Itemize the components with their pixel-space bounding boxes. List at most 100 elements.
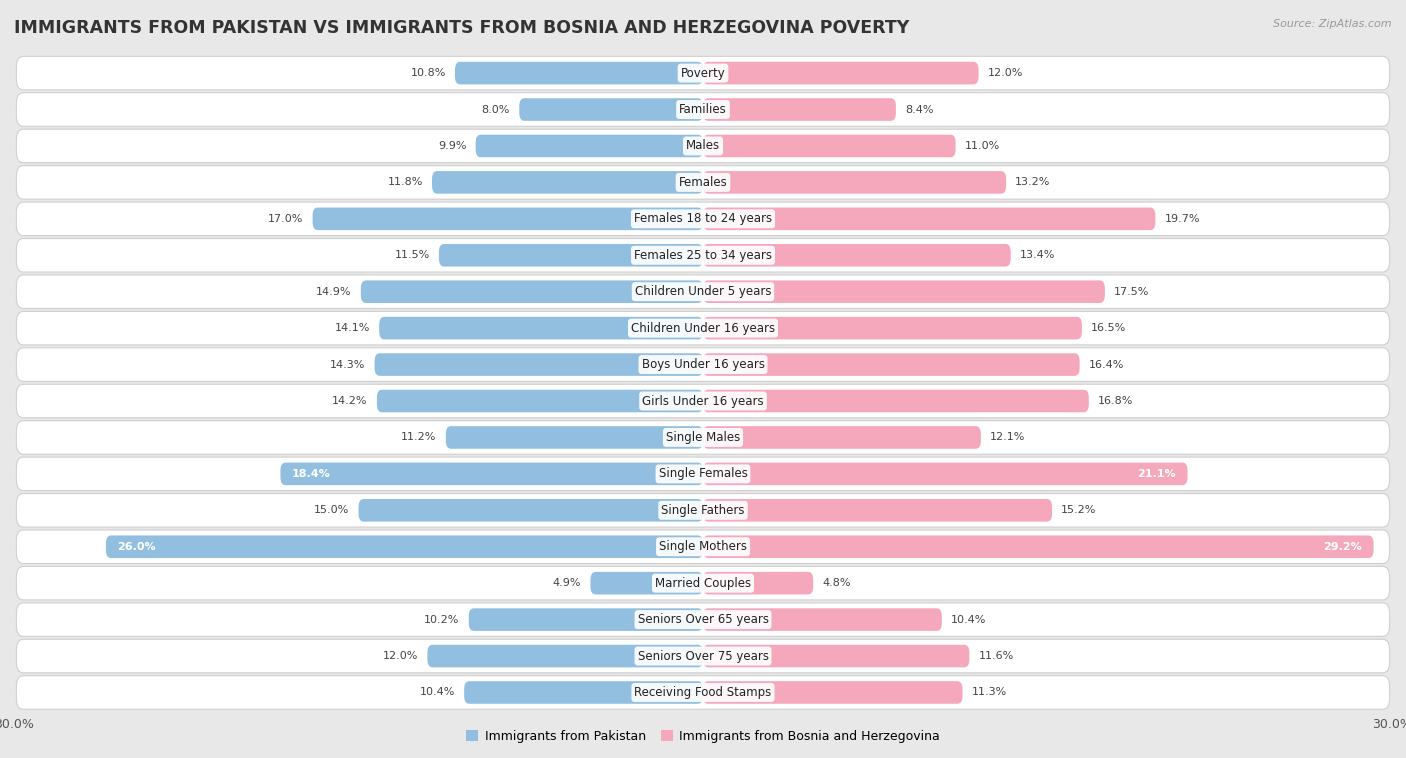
FancyBboxPatch shape	[361, 280, 703, 303]
FancyBboxPatch shape	[17, 603, 1389, 637]
Text: 11.0%: 11.0%	[965, 141, 1000, 151]
Text: Source: ZipAtlas.com: Source: ZipAtlas.com	[1274, 19, 1392, 29]
Text: 8.4%: 8.4%	[905, 105, 934, 114]
FancyBboxPatch shape	[374, 353, 703, 376]
Text: 17.0%: 17.0%	[269, 214, 304, 224]
FancyBboxPatch shape	[312, 208, 703, 230]
FancyBboxPatch shape	[475, 135, 703, 157]
Text: 15.2%: 15.2%	[1062, 506, 1097, 515]
Text: Single Females: Single Females	[658, 468, 748, 481]
Text: 12.0%: 12.0%	[988, 68, 1024, 78]
Text: 26.0%: 26.0%	[117, 542, 156, 552]
Text: 4.8%: 4.8%	[823, 578, 851, 588]
FancyBboxPatch shape	[703, 280, 1105, 303]
FancyBboxPatch shape	[380, 317, 703, 340]
FancyBboxPatch shape	[439, 244, 703, 267]
FancyBboxPatch shape	[17, 457, 1389, 490]
FancyBboxPatch shape	[17, 129, 1389, 163]
Text: Seniors Over 65 years: Seniors Over 65 years	[637, 613, 769, 626]
Text: 10.8%: 10.8%	[411, 68, 446, 78]
Text: 16.4%: 16.4%	[1088, 359, 1125, 370]
FancyBboxPatch shape	[17, 493, 1389, 527]
FancyBboxPatch shape	[17, 202, 1389, 236]
Text: 14.9%: 14.9%	[316, 287, 352, 296]
Text: Single Males: Single Males	[666, 431, 740, 444]
Text: Females 18 to 24 years: Females 18 to 24 years	[634, 212, 772, 225]
FancyBboxPatch shape	[703, 208, 1156, 230]
FancyBboxPatch shape	[359, 499, 703, 522]
Text: Poverty: Poverty	[681, 67, 725, 80]
FancyBboxPatch shape	[456, 62, 703, 84]
FancyBboxPatch shape	[464, 681, 703, 703]
Text: Seniors Over 75 years: Seniors Over 75 years	[637, 650, 769, 662]
Text: 11.2%: 11.2%	[401, 433, 437, 443]
FancyBboxPatch shape	[17, 566, 1389, 600]
FancyBboxPatch shape	[17, 384, 1389, 418]
FancyBboxPatch shape	[105, 535, 703, 558]
Text: 12.1%: 12.1%	[990, 433, 1025, 443]
FancyBboxPatch shape	[17, 275, 1389, 309]
FancyBboxPatch shape	[446, 426, 703, 449]
Text: 16.8%: 16.8%	[1098, 396, 1133, 406]
Text: Single Fathers: Single Fathers	[661, 504, 745, 517]
Text: 29.2%: 29.2%	[1323, 542, 1362, 552]
FancyBboxPatch shape	[703, 572, 813, 594]
FancyBboxPatch shape	[17, 239, 1389, 272]
Text: 10.2%: 10.2%	[425, 615, 460, 625]
Text: 8.0%: 8.0%	[482, 105, 510, 114]
Text: Females 25 to 34 years: Females 25 to 34 years	[634, 249, 772, 262]
Text: 18.4%: 18.4%	[292, 469, 330, 479]
Text: 14.2%: 14.2%	[332, 396, 368, 406]
Text: 11.8%: 11.8%	[388, 177, 423, 187]
Text: 15.0%: 15.0%	[314, 506, 349, 515]
Text: 14.1%: 14.1%	[335, 323, 370, 333]
FancyBboxPatch shape	[703, 390, 1088, 412]
FancyBboxPatch shape	[17, 166, 1389, 199]
FancyBboxPatch shape	[591, 572, 703, 594]
FancyBboxPatch shape	[703, 426, 981, 449]
Text: IMMIGRANTS FROM PAKISTAN VS IMMIGRANTS FROM BOSNIA AND HERZEGOVINA POVERTY: IMMIGRANTS FROM PAKISTAN VS IMMIGRANTS F…	[14, 19, 910, 37]
Text: 13.2%: 13.2%	[1015, 177, 1050, 187]
FancyBboxPatch shape	[703, 62, 979, 84]
FancyBboxPatch shape	[703, 99, 896, 121]
Text: Single Mothers: Single Mothers	[659, 540, 747, 553]
FancyBboxPatch shape	[703, 244, 1011, 267]
FancyBboxPatch shape	[17, 675, 1389, 709]
FancyBboxPatch shape	[377, 390, 703, 412]
FancyBboxPatch shape	[17, 312, 1389, 345]
FancyBboxPatch shape	[17, 639, 1389, 673]
Text: 19.7%: 19.7%	[1164, 214, 1201, 224]
FancyBboxPatch shape	[432, 171, 703, 194]
FancyBboxPatch shape	[17, 92, 1389, 127]
FancyBboxPatch shape	[703, 681, 963, 703]
FancyBboxPatch shape	[17, 348, 1389, 381]
Text: 11.3%: 11.3%	[972, 688, 1007, 697]
FancyBboxPatch shape	[703, 135, 956, 157]
Text: 10.4%: 10.4%	[419, 688, 456, 697]
Text: Males: Males	[686, 139, 720, 152]
Text: 17.5%: 17.5%	[1114, 287, 1150, 296]
FancyBboxPatch shape	[17, 56, 1389, 90]
Text: 16.5%: 16.5%	[1091, 323, 1126, 333]
FancyBboxPatch shape	[427, 645, 703, 667]
FancyBboxPatch shape	[703, 353, 1080, 376]
FancyBboxPatch shape	[703, 535, 1374, 558]
Text: 9.9%: 9.9%	[437, 141, 467, 151]
Text: Children Under 16 years: Children Under 16 years	[631, 321, 775, 334]
FancyBboxPatch shape	[17, 530, 1389, 563]
Text: Receiving Food Stamps: Receiving Food Stamps	[634, 686, 772, 699]
Text: 11.6%: 11.6%	[979, 651, 1014, 661]
FancyBboxPatch shape	[703, 499, 1052, 522]
FancyBboxPatch shape	[468, 609, 703, 631]
FancyBboxPatch shape	[280, 462, 703, 485]
Text: 21.1%: 21.1%	[1137, 469, 1175, 479]
Text: Girls Under 16 years: Girls Under 16 years	[643, 394, 763, 408]
FancyBboxPatch shape	[17, 421, 1389, 454]
Text: Children Under 5 years: Children Under 5 years	[634, 285, 772, 298]
Text: Boys Under 16 years: Boys Under 16 years	[641, 358, 765, 371]
Text: 10.4%: 10.4%	[950, 615, 987, 625]
FancyBboxPatch shape	[703, 609, 942, 631]
Text: 12.0%: 12.0%	[382, 651, 418, 661]
Legend: Immigrants from Pakistan, Immigrants from Bosnia and Herzegovina: Immigrants from Pakistan, Immigrants fro…	[461, 725, 945, 748]
Text: Females: Females	[679, 176, 727, 189]
